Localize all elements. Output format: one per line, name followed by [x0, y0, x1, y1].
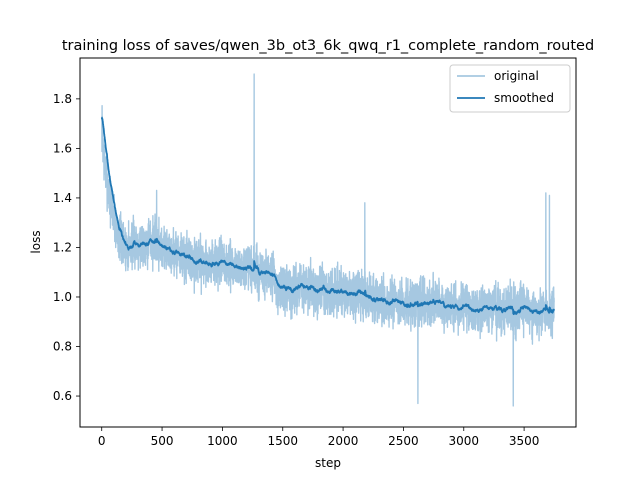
y-tick-label: 1.0 — [53, 290, 72, 304]
x-tick-label: 0 — [98, 434, 106, 448]
x-tick-label: 3500 — [509, 434, 540, 448]
legend-label-smoothed: smoothed — [494, 91, 554, 105]
series-line-smoothed — [100, 116, 555, 316]
series-layer — [100, 73, 555, 407]
plot-frame — [79, 57, 577, 428]
y-tick-label: 0.6 — [53, 389, 72, 403]
x-axis-label: step — [315, 456, 341, 470]
x-tick-label: 1500 — [267, 434, 298, 448]
x-tick-label: 2000 — [328, 434, 359, 448]
legend: original smoothed — [449, 64, 571, 113]
x-axis: 0 500 1000 1500 2000 2500 3000 3500 — [98, 427, 539, 448]
x-tick-label: 1000 — [207, 434, 238, 448]
legend-label-original: original — [494, 69, 539, 83]
y-tick-label: 1.8 — [53, 92, 72, 106]
y-tick-label: 1.6 — [53, 141, 72, 155]
y-tick-label: 1.4 — [53, 191, 72, 205]
x-tick-label: 3000 — [448, 434, 479, 448]
y-axis-label: loss — [29, 230, 43, 253]
y-tick-label: 0.8 — [53, 340, 72, 354]
y-axis: 0.6 0.8 1.0 1.2 1.4 1.6 1.8 — [53, 92, 80, 403]
x-tick-label: 500 — [151, 434, 174, 448]
x-tick-label: 2500 — [388, 434, 419, 448]
y-tick-label: 1.2 — [53, 240, 72, 254]
series-line-original — [101, 73, 555, 407]
chart-title: training loss of saves/qwen_3b_ot3_6k_qw… — [62, 38, 594, 54]
